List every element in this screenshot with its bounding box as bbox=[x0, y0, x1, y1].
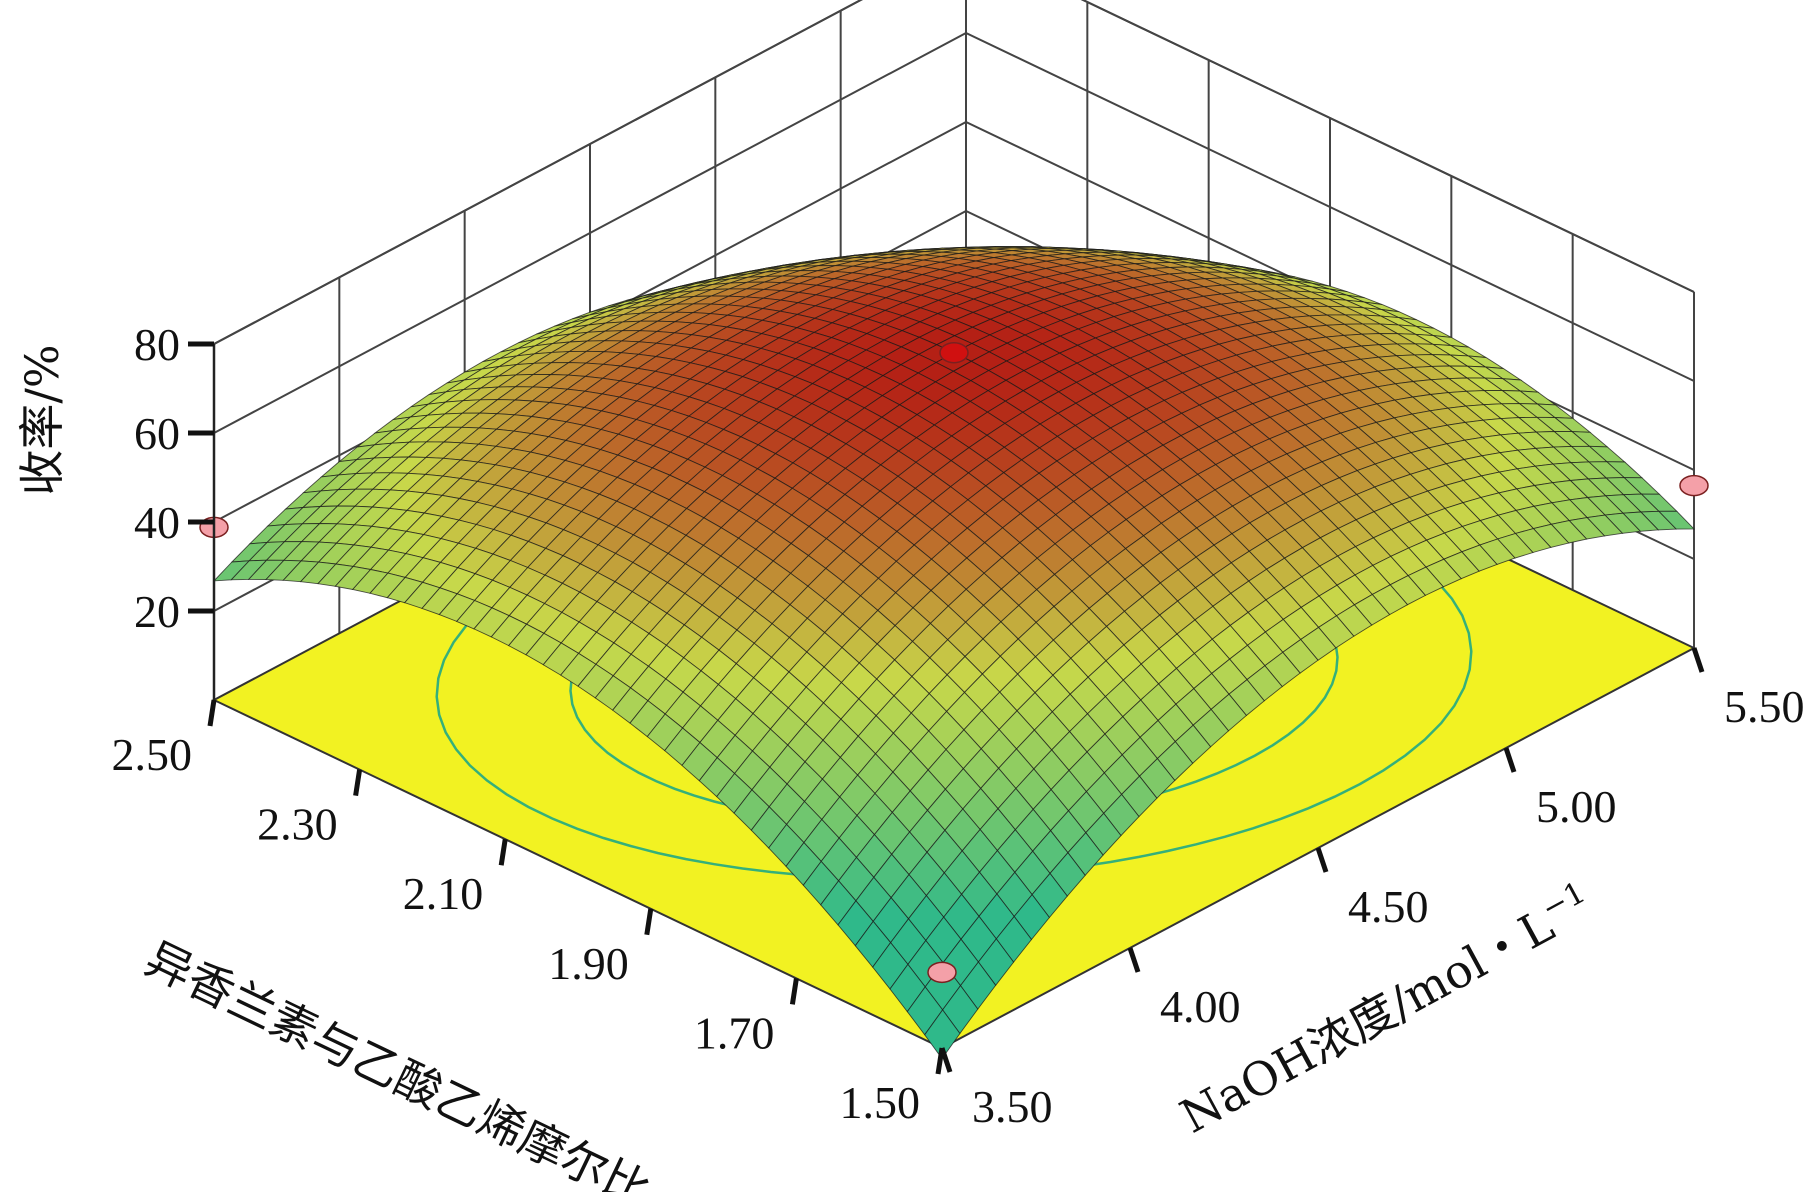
y-tick-label: 1.70 bbox=[694, 1007, 775, 1058]
z-tick-label: 40 bbox=[134, 497, 180, 548]
x-tick bbox=[1691, 647, 1705, 673]
x-tick-label: 4.50 bbox=[1348, 881, 1429, 932]
design-points bbox=[199, 341, 1709, 984]
y-tick bbox=[789, 978, 799, 1005]
y-tick-label: 1.50 bbox=[840, 1077, 921, 1128]
y-tick-label: 1.90 bbox=[548, 938, 629, 989]
x-tick bbox=[1315, 847, 1329, 873]
y-tick bbox=[353, 769, 363, 796]
x-tick bbox=[1127, 947, 1141, 973]
y-tick-label: 2.50 bbox=[112, 729, 193, 780]
y-tick-label: 2.10 bbox=[403, 868, 484, 919]
surface-cell bbox=[924, 1009, 961, 1060]
design-point bbox=[1679, 474, 1709, 497]
x-tick bbox=[939, 1047, 953, 1073]
y-tick-label: 2.30 bbox=[257, 799, 338, 850]
axes: 20 40 60 80 1.50 1.70 1.90 2.10 2.30 2.50 3.50 4.00… bbox=[112, 0, 1805, 1132]
y-tick bbox=[644, 908, 654, 936]
x-tick-label: 4.00 bbox=[1160, 981, 1241, 1032]
design-point bbox=[927, 961, 957, 984]
z-tick-label: 20 bbox=[134, 586, 180, 637]
z-tick-label: 60 bbox=[134, 408, 180, 459]
design-point bbox=[939, 341, 969, 364]
z-axis-title: 收率/% bbox=[15, 344, 69, 495]
x-tick-label: 5.50 bbox=[1724, 681, 1805, 732]
x-tick-label: 5.00 bbox=[1536, 781, 1617, 832]
x-tick-label: 3.50 bbox=[972, 1081, 1053, 1132]
frame-top bbox=[213, 0, 1695, 345]
response-surface bbox=[212, 246, 1696, 1060]
z-tick-label: 80 bbox=[134, 319, 180, 370]
x-tick bbox=[1503, 747, 1517, 773]
grid-line bbox=[213, 31, 1695, 434]
y-tick bbox=[207, 699, 217, 727]
y-tick bbox=[498, 838, 508, 866]
